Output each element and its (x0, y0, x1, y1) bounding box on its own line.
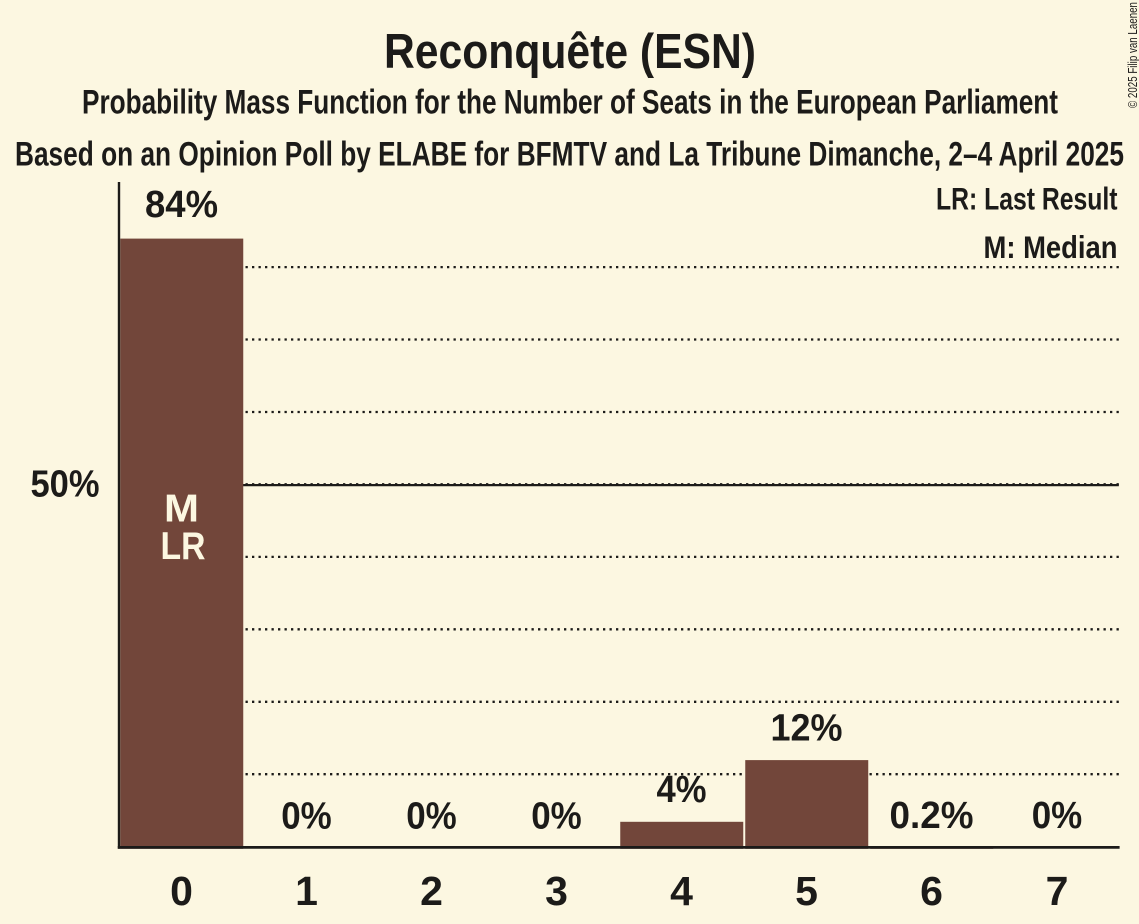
svg-text:12%: 12% (771, 707, 843, 749)
svg-text:0%: 0% (1032, 795, 1083, 837)
svg-text:4%: 4% (657, 769, 707, 811)
svg-text:0%: 0% (531, 795, 582, 837)
svg-text:0%: 0% (406, 795, 457, 837)
svg-text:7: 7 (1046, 868, 1069, 914)
svg-text:84%: 84% (145, 184, 218, 226)
svg-text:LR: Last Result: LR: Last Result (936, 181, 1118, 217)
svg-text:4: 4 (670, 868, 693, 914)
svg-text:LR: LR (161, 525, 206, 568)
svg-text:1: 1 (295, 868, 318, 914)
svg-text:0: 0 (170, 868, 193, 914)
svg-text:2: 2 (420, 868, 443, 914)
svg-text:6: 6 (920, 868, 943, 914)
svg-text:© 2025 Filip van Laenen: © 2025 Filip van Laenen (1126, 2, 1139, 108)
svg-text:0.2%: 0.2% (890, 795, 974, 837)
svg-text:5: 5 (795, 868, 818, 914)
svg-text:Reconquête (ESN): Reconquête (ESN) (384, 25, 756, 79)
svg-text:M: M (164, 487, 199, 530)
svg-text:Probability Mass Function for: Probability Mass Function for the Number… (82, 84, 1058, 122)
svg-text:0%: 0% (281, 795, 332, 837)
svg-text:M: Median: M: Median (984, 229, 1118, 265)
svg-text:3: 3 (545, 868, 568, 914)
svg-text:Based on an Opinion Poll by EL: Based on an Opinion Poll by ELABE for BF… (15, 135, 1124, 173)
svg-text:50%: 50% (31, 464, 100, 506)
